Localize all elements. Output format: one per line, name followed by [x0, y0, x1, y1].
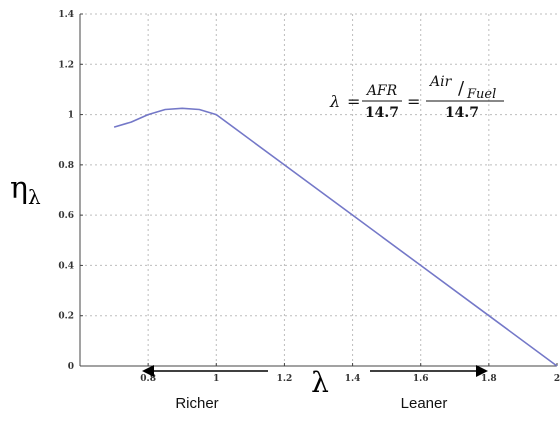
x-tick-labels: 0.8 1 1.2 1.4 1.6 1.8 2	[140, 374, 560, 384]
y-tick-label: 1.2	[58, 60, 74, 70]
equation-equals-1: =	[347, 92, 360, 111]
equation-slash: /	[458, 78, 465, 99]
y-tick-label: 0.4	[58, 261, 74, 271]
y-tick-label: 0.2	[58, 312, 74, 322]
equation-afr: AFR	[365, 83, 398, 99]
equation-equals-2: =	[407, 92, 420, 111]
x-tick-label: 2	[554, 374, 560, 384]
leaner-label: Leaner	[401, 395, 448, 412]
series-group	[113, 107, 558, 367]
series-line	[113, 107, 558, 367]
x-tick-label: 1.8	[481, 374, 497, 384]
x-tick-label: 0.8	[140, 374, 156, 384]
y-tick-label: 0.6	[58, 211, 74, 221]
equation-lambda: λ	[329, 92, 340, 111]
leaner-annotation: Leaner	[370, 365, 488, 412]
x-axis-label: λ	[311, 366, 329, 399]
y-axis-label-subscript: λ	[28, 185, 41, 209]
grid	[80, 13, 557, 366]
equation-air: Air	[428, 74, 453, 90]
richer-label: Richer	[175, 395, 218, 412]
y-tick-label: 1	[68, 111, 74, 121]
equation-denominator-1: 14.7	[365, 105, 399, 121]
y-tick-label: 0	[68, 362, 74, 372]
equation-denominator-2: 14.7	[445, 105, 479, 121]
x-tick-label: 1.2	[277, 374, 293, 384]
richer-annotation: Richer	[142, 365, 268, 412]
y-tick-label: 0.8	[58, 161, 74, 171]
x-tick-label: 1.6	[413, 374, 429, 384]
equation-fuel: Fuel	[466, 87, 496, 102]
y-axis-label: ηλ	[10, 171, 41, 209]
leaner-arrow-head	[476, 365, 488, 377]
y-tick-label: 1.4	[58, 10, 74, 20]
lambda-equation: λ = AFR 14.7 = Air / Fuel 14.7	[329, 74, 504, 121]
y-tick-labels: 0 0.2 0.4 0.6 0.8 1 1.2 1.4	[58, 10, 74, 372]
x-tick-label: 1.4	[345, 374, 361, 384]
x-tick-label: 1	[213, 374, 219, 384]
richer-arrow-head	[142, 365, 154, 377]
